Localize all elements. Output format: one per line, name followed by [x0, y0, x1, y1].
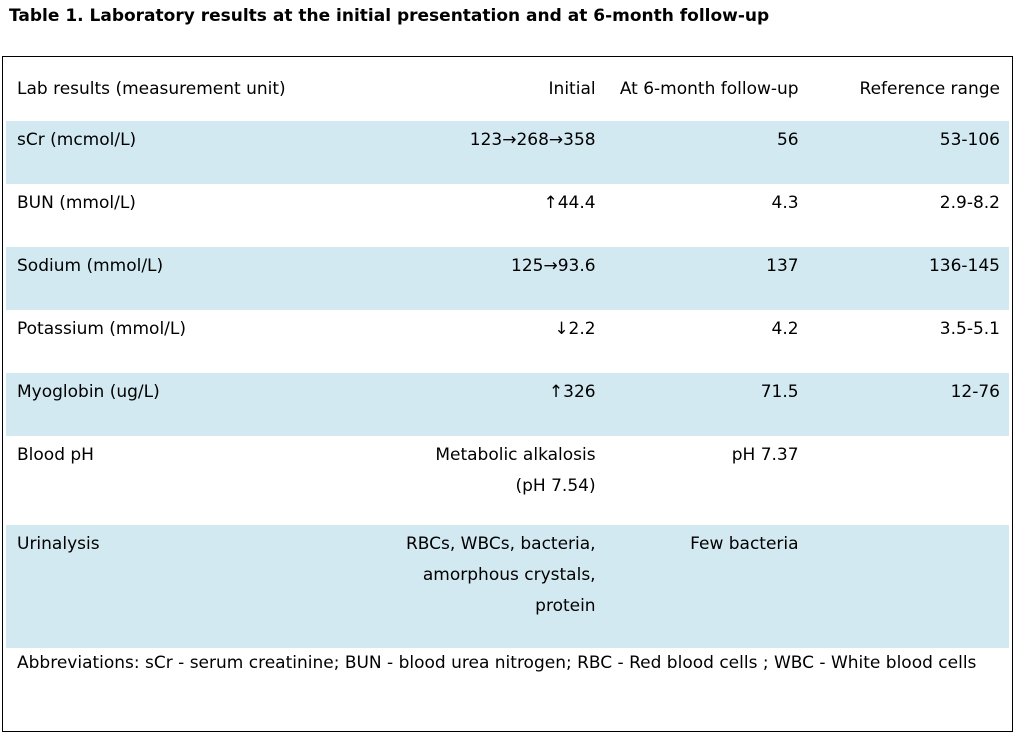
table-row: Blood pH Metabolic alkalosis (pH 7.54) p…: [6, 436, 1009, 525]
cell-initial-line: Metabolic alkalosis: [435, 445, 596, 465]
cell-reference: 2.9-8.2: [939, 193, 1000, 213]
header-lab-results: Lab results (measurement unit): [17, 79, 286, 99]
header-followup: At 6-month follow-up: [619, 79, 799, 99]
cell-followup: 137: [766, 256, 799, 276]
cell-test: Myoglobin (ug/L): [17, 382, 160, 402]
cell-initial-line: protein: [535, 596, 596, 616]
header-row: Lab results (measurement unit) Initial A…: [6, 57, 1009, 121]
cell-followup: pH 7.37: [731, 445, 799, 465]
table-row: sCr (mcmol/L) 123→268→358 56 53-106: [6, 121, 1009, 184]
cell-test: sCr (mcmol/L): [17, 130, 137, 150]
cell-initial: ↑326: [548, 382, 596, 402]
cell-reference: [799, 436, 1009, 525]
cell-followup: 4.2: [771, 319, 799, 339]
table-row: Myoglobin (ug/L) ↑326 71.5 12-76: [6, 373, 1009, 436]
cell-initial-line: (pH 7.54): [515, 476, 596, 496]
cell-test: Urinalysis: [17, 534, 100, 554]
table-row: Potassium (mmol/L) ↓2.2 4.2 3.5-5.1: [6, 310, 1009, 373]
cell-reference: 136-145: [928, 256, 1000, 276]
header-initial: Initial: [548, 79, 596, 99]
cell-reference: [799, 525, 1009, 648]
cell-initial-line: amorphous crystals,: [422, 565, 596, 585]
table-row: BUN (mmol/L) ↑44.4 4.3 2.9-8.2: [6, 184, 1009, 247]
table-frame: Lab results (measurement unit) Initial A…: [2, 56, 1013, 732]
table-row: Sodium (mmol/L) 125→93.6 137 136-145: [6, 247, 1009, 310]
table-row: Urinalysis RBCs, WBCs, bacteria, amorpho…: [6, 525, 1009, 648]
cell-reference: 53-106: [939, 130, 1000, 150]
cell-followup: Few bacteria: [690, 534, 799, 554]
cell-initial: ↓2.2: [554, 319, 596, 339]
cell-followup: 71.5: [760, 382, 799, 402]
cell-followup: 56: [776, 130, 799, 150]
cell-followup: 4.3: [771, 193, 799, 213]
abbreviations-note: Abbreviations: sCr - serum creatinine; B…: [17, 653, 977, 673]
cell-initial: 123→268→358: [469, 130, 596, 150]
cell-initial: Metabolic alkalosis (pH 7.54): [393, 436, 595, 525]
table-caption: Table 1. Laboratory results at the initi…: [9, 6, 770, 26]
cell-test: Potassium (mmol/L): [17, 319, 187, 339]
header-reference-range: Reference range: [859, 79, 1000, 99]
cell-initial: ↑44.4: [543, 193, 596, 213]
lab-results-table: Lab results (measurement unit) Initial A…: [6, 57, 1009, 648]
cell-test: BUN (mmol/L): [17, 193, 136, 213]
cell-reference: 3.5-5.1: [939, 319, 1000, 339]
cell-initial: 125→93.6: [511, 256, 596, 276]
cell-initial-line: RBCs, WBCs, bacteria,: [405, 534, 596, 554]
cell-test: Sodium (mmol/L): [17, 256, 164, 276]
cell-test: Blood pH: [17, 445, 94, 465]
cell-reference: 12-76: [950, 382, 1000, 402]
cell-initial: RBCs, WBCs, bacteria, amorphous crystals…: [393, 525, 596, 648]
